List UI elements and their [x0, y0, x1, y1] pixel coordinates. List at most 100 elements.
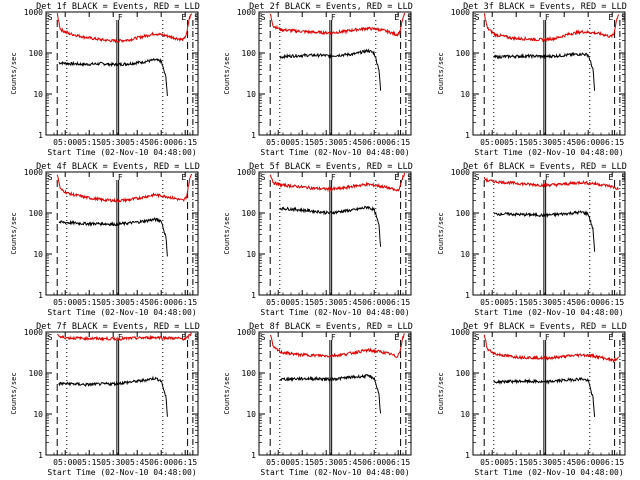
x-tick-label: 05:30	[314, 298, 338, 307]
x-axis-label: Start Time (02-Nov-10 04:48:00)	[474, 308, 623, 317]
y-axis-label: Counts/sec	[10, 212, 18, 254]
axes-box	[45, 11, 199, 136]
x-tick-label: 05:00	[266, 298, 290, 307]
x-tick-label: 06:00	[576, 298, 600, 307]
x-tick-label: 05:30	[314, 458, 338, 467]
x-axis-label: Start Time (02-Nov-10 04:48:00)	[47, 148, 196, 157]
axes-box	[258, 331, 412, 456]
series-events-line	[58, 217, 168, 257]
series-lld-line	[483, 13, 620, 43]
x-tick-label: 05:45	[338, 298, 362, 307]
x-tick-label: 05:15	[290, 458, 314, 467]
panel-det-3: Det 3f BLACK = Events, RED = LLD Counts/s…	[437, 2, 627, 157]
marker-label-F: F	[331, 333, 336, 342]
panel-det-7: Det 7f BLACK = Events, RED = LLD Counts/s…	[10, 322, 200, 477]
y-tick-label: 100	[29, 49, 44, 58]
x-tick-label: 05:00	[53, 138, 77, 147]
x-tick-label: 06:15	[600, 458, 624, 467]
y-tick-label: 10	[460, 250, 470, 259]
x-tick-label: 05:45	[552, 298, 576, 307]
x-axis-label: Start Time (02-Nov-10 04:48:00)	[474, 468, 623, 477]
marker-label-S: S	[194, 13, 199, 22]
x-tick-label: 06:00	[576, 138, 600, 147]
y-tick-label: 10	[246, 250, 256, 259]
x-tick-label: 06:00	[362, 458, 386, 467]
y-tick-label: 10	[33, 250, 43, 259]
y-axis-label: Counts/sec	[223, 52, 231, 94]
x-tick-label: 05:15	[504, 138, 528, 147]
series-lld-line	[483, 176, 619, 191]
panel-title: Det 7f BLACK = Events, RED = LLD	[36, 322, 200, 332]
y-tick-label: 100	[456, 209, 471, 218]
marker-label-E: E	[608, 173, 613, 182]
axes-box	[45, 171, 199, 296]
x-tick-label: 05:45	[338, 458, 362, 467]
x-tick-label: 05:45	[552, 458, 576, 467]
series-events-line	[493, 210, 596, 252]
y-tick-label: 1	[465, 291, 470, 300]
marker-label-E: E	[394, 333, 399, 342]
y-tick-label: 10	[33, 90, 43, 99]
marker-label-F: F	[545, 13, 550, 22]
marker-label-S: S	[475, 173, 480, 182]
y-tick-label: 1	[251, 131, 256, 140]
series-lld-line	[56, 332, 192, 342]
marker-label-F: F	[545, 333, 550, 342]
y-tick-label: 1	[38, 131, 43, 140]
x-tick-label: 05:00	[480, 298, 504, 307]
panel-det-6: Det 6f BLACK = Events, RED = LLD Counts/s…	[437, 162, 627, 317]
y-tick-label: 1000	[451, 328, 470, 337]
x-tick-label: 05:30	[101, 458, 125, 467]
y-tick-label: 1000	[24, 168, 43, 177]
x-tick-label: 06:15	[600, 298, 624, 307]
x-tick-label: 05:30	[528, 138, 552, 147]
marker-label-S: S	[194, 173, 199, 182]
y-tick-label: 10	[460, 410, 470, 419]
x-tick-label: 06:00	[149, 458, 173, 467]
marker-label-S: S	[48, 13, 53, 22]
marker-label-S: S	[621, 333, 626, 342]
y-tick-label: 1000	[451, 168, 470, 177]
x-tick-label: 06:15	[173, 458, 197, 467]
series-lld-line	[269, 12, 406, 37]
x-tick-label: 05:00	[480, 138, 504, 147]
axes-box	[472, 11, 626, 136]
marker-label-F: F	[118, 173, 123, 182]
marker-label-S: S	[261, 173, 266, 182]
marker-label-S: S	[621, 13, 626, 22]
y-tick-label: 100	[242, 49, 257, 58]
y-tick-label: 1000	[451, 8, 470, 17]
panel-title: Det 3f BLACK = Events, RED = LLD	[463, 2, 627, 12]
x-tick-label: 05:00	[53, 298, 77, 307]
marker-label-S: S	[194, 333, 199, 342]
x-axis-label: Start Time (02-Nov-10 04:48:00)	[474, 148, 623, 157]
x-tick-label: 05:45	[125, 138, 149, 147]
marker-label-F: F	[331, 173, 336, 182]
y-axis-label: Counts/sec	[437, 212, 445, 254]
x-tick-label: 05:30	[101, 298, 125, 307]
marker-label-S: S	[407, 173, 412, 182]
y-tick-label: 1	[251, 291, 256, 300]
axes-box	[258, 171, 412, 296]
marker-label-S: S	[475, 13, 480, 22]
marker-label-F: F	[331, 13, 336, 22]
y-tick-label: 100	[456, 49, 471, 58]
x-tick-label: 06:15	[600, 138, 624, 147]
marker-label-E: E	[394, 13, 399, 22]
axes-box	[472, 331, 626, 456]
y-tick-label: 1000	[237, 168, 256, 177]
y-axis-label: Counts/sec	[437, 372, 445, 414]
series-lld-line	[269, 172, 406, 193]
panel-det-8: Det 8f BLACK = Events, RED = LLD Counts/s…	[223, 322, 413, 477]
marker-label-E: E	[181, 173, 186, 182]
y-tick-label: 10	[246, 410, 256, 419]
panel-title: Det 5f BLACK = Events, RED = LLD	[249, 162, 413, 172]
panel-title: Det 4f BLACK = Events, RED = LLD	[36, 162, 200, 172]
marker-label-S: S	[261, 333, 266, 342]
x-tick-label: 06:15	[386, 138, 410, 147]
x-axis-label: Start Time (02-Nov-10 04:48:00)	[47, 468, 196, 477]
y-tick-label: 1	[38, 451, 43, 460]
x-tick-label: 06:15	[173, 138, 197, 147]
panel-title: Det 1f BLACK = Events, RED = LLD	[36, 2, 200, 12]
